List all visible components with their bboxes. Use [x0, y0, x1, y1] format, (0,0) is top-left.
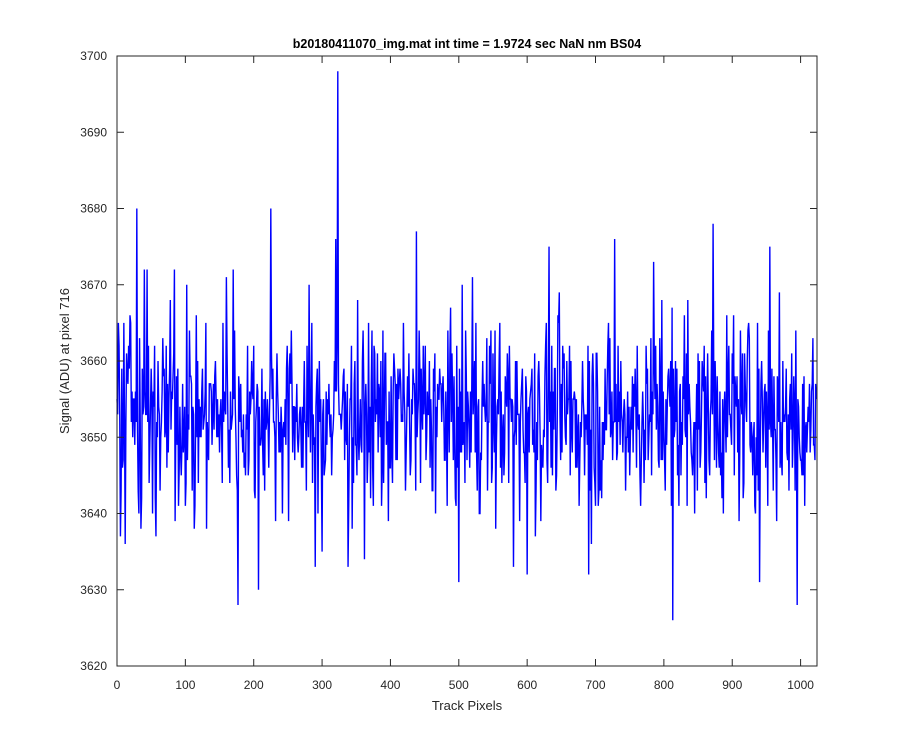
x-tick-label-7: 700 — [586, 678, 606, 692]
y-tick-label-6: 3680 — [80, 202, 107, 216]
x-tick-label-2: 200 — [244, 678, 264, 692]
x-tick-label-3: 300 — [312, 678, 332, 692]
y-tick-label-5: 3670 — [80, 278, 107, 292]
signal-series — [116, 71, 818, 621]
x-tick-label-1: 100 — [175, 678, 195, 692]
x-tick-label-0: 0 — [114, 678, 121, 692]
x-tick-label-5: 500 — [449, 678, 469, 692]
y-axis-label: Signal (ADU) at pixel 716 — [57, 288, 72, 434]
x-tick-label-9: 900 — [722, 678, 742, 692]
x-tick-label-10: 1000 — [787, 678, 814, 692]
y-tick-label-4: 3660 — [80, 354, 107, 368]
y-tick-label-1: 3630 — [80, 583, 107, 597]
x-tick-label-4: 400 — [380, 678, 400, 692]
y-tick-label-3: 3650 — [80, 430, 107, 444]
chart-title: b20180411070_img.mat int time = 1.9724 s… — [293, 37, 642, 51]
axis-ticks: 0 100 200 300 400 500 600 700 800 900 1000 3620 3630… — [80, 49, 817, 692]
x-axis-label: Track Pixels — [432, 698, 503, 713]
signal-line — [116, 71, 818, 621]
y-tick-label-8: 3700 — [80, 49, 107, 63]
y-tick-label-2: 3640 — [80, 507, 107, 521]
y-tick-label-7: 3690 — [80, 125, 107, 139]
x-tick-label-8: 800 — [654, 678, 674, 692]
x-tick-label-6: 600 — [517, 678, 537, 692]
y-tick-label-0: 3620 — [80, 659, 107, 673]
